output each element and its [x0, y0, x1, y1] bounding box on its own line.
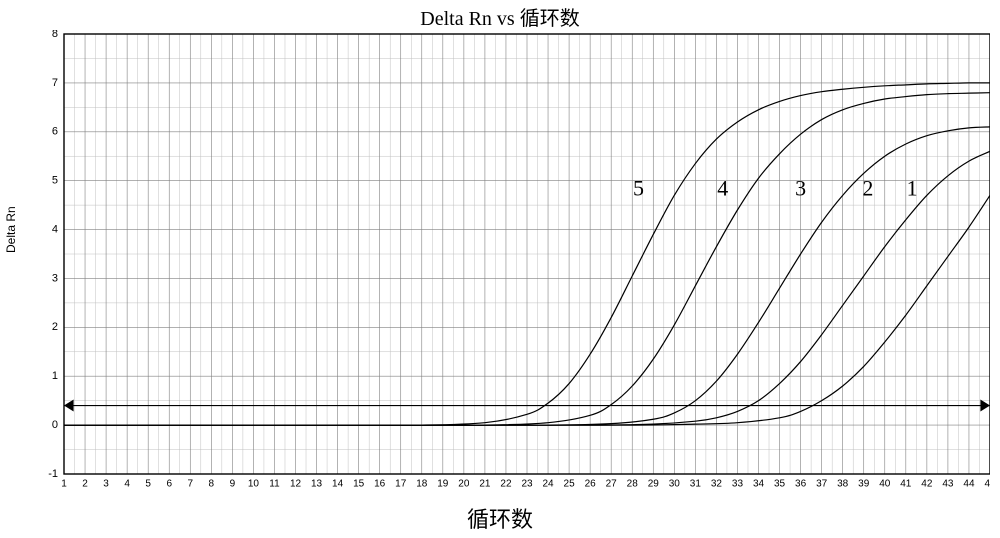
x-tick-label: 7: [187, 478, 193, 489]
x-tick-label: 21: [479, 478, 491, 489]
x-tick-label: 41: [900, 478, 912, 489]
y-tick-label: 8: [52, 30, 58, 40]
y-tick-label: -1: [48, 468, 58, 480]
x-tick-label: 27: [606, 478, 618, 489]
x-tick-label: 9: [230, 478, 236, 489]
series-1-label: 1: [907, 175, 918, 200]
x-tick-label: 40: [879, 478, 891, 489]
x-tick-label: 34: [753, 478, 765, 489]
plot-svg: 1234567891011121314151617181920212223242…: [30, 30, 990, 500]
x-tick-label: 16: [374, 478, 386, 489]
plot-wrap: 1234567891011121314151617181920212223242…: [30, 30, 990, 500]
x-tick-label: 13: [311, 478, 323, 489]
x-tick-label: 39: [858, 478, 870, 489]
y-tick-label: 2: [52, 321, 58, 333]
x-tick-label: 42: [921, 478, 933, 489]
x-tick-label: 14: [332, 478, 344, 489]
x-tick-label: 18: [416, 478, 428, 489]
x-tick-label: 3: [103, 478, 109, 489]
x-tick-label: 36: [795, 478, 807, 489]
x-tick-label: 32: [711, 478, 723, 489]
x-tick-label: 33: [732, 478, 744, 489]
series-3-label: 3: [795, 175, 806, 200]
x-tick-label: 44: [963, 478, 975, 489]
y-tick-label: 6: [52, 126, 58, 138]
x-tick-label: 25: [564, 478, 576, 489]
x-tick-label: 1: [61, 478, 67, 489]
x-tick-label: 12: [290, 478, 302, 489]
x-tick-label: 20: [458, 478, 470, 489]
x-tick-label: 31: [690, 478, 702, 489]
series-5-label: 5: [633, 175, 644, 200]
y-tick-label: 0: [52, 419, 58, 431]
x-tick-label: 37: [816, 478, 828, 489]
y-tick-label: 5: [52, 175, 58, 187]
y-tick-label: 1: [52, 370, 58, 382]
x-tick-label: 5: [145, 478, 151, 489]
series-2-label: 2: [862, 175, 873, 200]
figure-root: Delta Rn vs 循环数 Delta Rn 循环数 12345678910…: [0, 0, 1000, 538]
y-tick-label: 3: [52, 272, 58, 284]
x-tick-label: 23: [521, 478, 533, 489]
y-tick-label: 7: [52, 77, 58, 89]
x-tick-label: 22: [500, 478, 512, 489]
x-tick-label: 6: [166, 478, 172, 489]
series-4-label: 4: [717, 175, 728, 200]
x-tick-label: 45: [984, 478, 990, 489]
x-tick-label: 11: [269, 478, 280, 489]
x-tick-label: 15: [353, 478, 365, 489]
x-tick-label: 28: [627, 478, 639, 489]
x-tick-label: 8: [209, 478, 215, 489]
x-tick-label: 38: [837, 478, 849, 489]
x-axis-label: 循环数: [0, 502, 1000, 534]
x-tick-label: 29: [648, 478, 660, 489]
x-tick-label: 26: [585, 478, 597, 489]
x-tick-label: 19: [437, 478, 449, 489]
y-tick-label: 4: [52, 223, 58, 235]
x-tick-label: 24: [542, 478, 554, 489]
chart-title: Delta Rn vs 循环数: [0, 2, 1000, 31]
x-tick-label: 35: [774, 478, 786, 489]
x-tick-label: 4: [124, 478, 130, 489]
x-tick-label: 10: [248, 478, 260, 489]
x-tick-label: 43: [942, 478, 954, 489]
x-tick-label: 17: [395, 478, 407, 489]
x-tick-label: 2: [82, 478, 88, 489]
y-axis-label: Delta Rn: [4, 206, 18, 253]
x-tick-label: 30: [669, 478, 681, 489]
